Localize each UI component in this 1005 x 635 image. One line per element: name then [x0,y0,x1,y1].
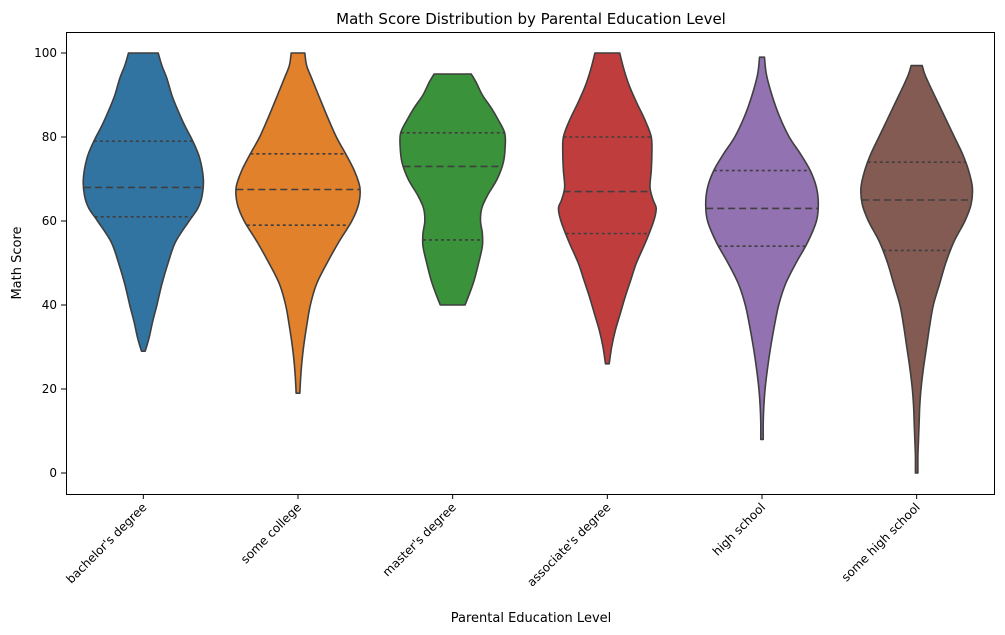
x-axis: bachelor's degree some college master's de… [63,494,923,589]
y-axis: 0 20 40 60 80 100 [34,46,66,480]
violin-body [235,52,361,394]
violin-group [82,52,205,352]
x-tick-label: some college [238,500,304,566]
x-tick-label: bachelor's degree [63,500,149,586]
violin-group [399,73,507,306]
plot-frame [66,32,995,495]
x-tick-label: high school [710,500,768,558]
y-tick-label: 60 [42,214,57,228]
violin-group [557,52,658,365]
violin-body [399,73,507,306]
y-tick-label: 40 [42,298,57,312]
violin-group [235,52,361,394]
violin-body [82,52,205,352]
x-tick-label: master's degree [380,500,459,579]
violin-body [860,64,974,474]
x-axis-label: Parental Education Level [451,611,612,626]
y-tick-label: 80 [42,130,57,144]
chart-title: Math Score Distribution by Parental Educ… [336,10,726,28]
y-tick-label: 0 [49,466,57,480]
x-tick-label: some high school [839,500,923,584]
y-tick-label: 20 [42,382,57,396]
plot-area [82,52,974,474]
violin-group [704,56,820,441]
violin-body [704,56,820,441]
y-axis-label: Math Score [10,226,25,299]
x-tick-label: associate's degree [524,500,613,589]
violin-group [860,64,974,474]
violin-body [557,52,658,365]
y-tick-label: 100 [34,46,57,60]
